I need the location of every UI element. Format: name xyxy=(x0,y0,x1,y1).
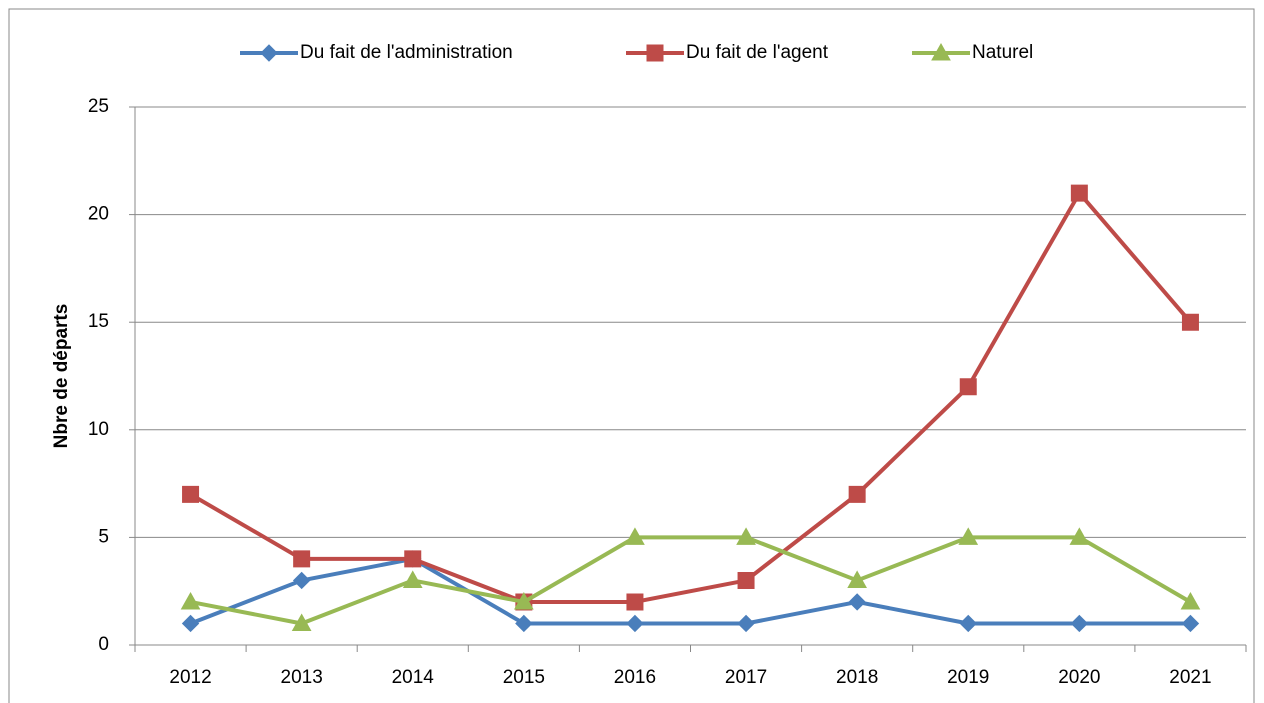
x-tick-label: 2021 xyxy=(1169,667,1211,688)
data-point xyxy=(182,485,200,503)
data-point xyxy=(1070,614,1089,633)
data-point xyxy=(848,593,866,611)
data-point xyxy=(1181,614,1200,633)
y-tick-label: 0 xyxy=(98,634,109,655)
y-tick-label: 5 xyxy=(98,526,109,547)
legend-label: Du fait de l'administration xyxy=(300,42,513,63)
series-line xyxy=(189,556,1191,626)
x-tick-label: 2019 xyxy=(947,667,989,688)
data-point xyxy=(958,527,979,545)
legend-label: Du fait de l'agent xyxy=(686,42,829,63)
y-tick-label: 15 xyxy=(88,311,109,332)
data-point xyxy=(847,570,868,588)
series-line xyxy=(190,535,1192,626)
data-point xyxy=(848,485,866,503)
data-point xyxy=(402,570,423,588)
data-point xyxy=(1181,313,1199,331)
data-point xyxy=(404,550,422,568)
data-point xyxy=(959,378,977,396)
data-point xyxy=(513,591,534,610)
x-tick-label: 2012 xyxy=(169,667,211,688)
x-tick-label: 2014 xyxy=(392,667,435,688)
x-tick-label: 2013 xyxy=(281,667,323,688)
data-point xyxy=(180,591,201,610)
legend-marker xyxy=(646,44,664,62)
x-tick-label: 2017 xyxy=(725,667,767,688)
data-point xyxy=(181,614,200,633)
legend-label: Naturel xyxy=(972,42,1033,63)
x-tick-label: 2016 xyxy=(614,667,656,688)
data-point xyxy=(293,550,311,568)
data-point xyxy=(1180,591,1201,610)
x-tick-label: 2015 xyxy=(503,667,545,688)
data-point xyxy=(737,571,755,589)
chart-frame xyxy=(8,8,1255,703)
data-point xyxy=(626,593,644,611)
legend-marker xyxy=(931,42,951,61)
y-axis-label: Nbre de départs xyxy=(51,304,72,449)
y-tick-label: 20 xyxy=(88,204,109,225)
x-tick-label: 2018 xyxy=(836,667,878,688)
data-point xyxy=(1069,527,1090,545)
x-tick-label: 2020 xyxy=(1058,667,1100,688)
y-tick-label: 25 xyxy=(88,96,109,117)
y-tick-label: 10 xyxy=(88,419,109,440)
legend-marker xyxy=(260,44,278,62)
data-point xyxy=(292,571,311,590)
data-point xyxy=(291,613,312,631)
data-point xyxy=(626,614,644,633)
data-point xyxy=(515,614,533,633)
data-point xyxy=(959,614,977,633)
data-point xyxy=(737,614,755,633)
series-line xyxy=(189,191,1192,604)
data-point xyxy=(1070,184,1088,202)
data-point xyxy=(736,527,756,545)
data-point xyxy=(625,527,645,545)
